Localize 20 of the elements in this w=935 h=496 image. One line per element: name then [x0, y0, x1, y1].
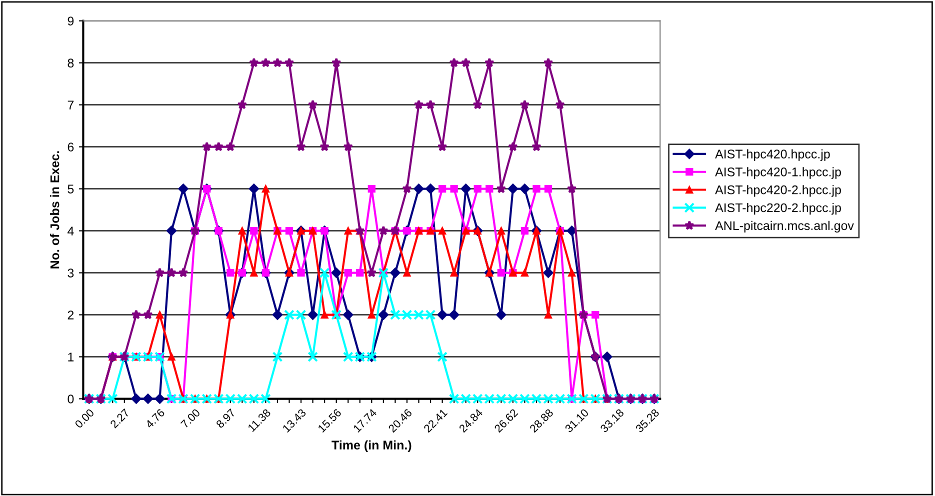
legend-label: AIST-hpc420.hpcc.jp	[715, 149, 830, 161]
x-tick-label: 0.00	[74, 408, 95, 429]
y-tick-label: 5	[68, 184, 74, 194]
y-axis-title: No. of Jobs in Exec.	[50, 151, 60, 268]
y-tick-label: 2	[68, 310, 74, 320]
legend-label: AIST-hpc220-2.hpcc.jp	[715, 202, 841, 215]
y-tick-label: 6	[68, 142, 74, 152]
legend-label: AIST-hpc420-1.hpcc.jp	[715, 167, 841, 179]
x-tick-label: 4.76	[144, 408, 166, 429]
x-tick-label: 7.00	[180, 408, 201, 428]
x-axis-title: Time (in Min.)	[332, 440, 412, 452]
y-tick-label: 4	[68, 226, 74, 236]
y-tick-label: 7	[68, 100, 74, 110]
y-tick-label: 3	[68, 268, 74, 278]
y-tick-label: 9	[68, 16, 74, 26]
y-tick-label: 1	[68, 352, 74, 362]
y-tick-label: 8	[68, 58, 74, 68]
y-tick-label: 0	[68, 394, 74, 404]
legend-label: ANL-pitcairn.mcs.anl.gov	[715, 220, 854, 233]
legend-label: AIST-hpc420-2.hpcc.jp	[715, 185, 841, 197]
